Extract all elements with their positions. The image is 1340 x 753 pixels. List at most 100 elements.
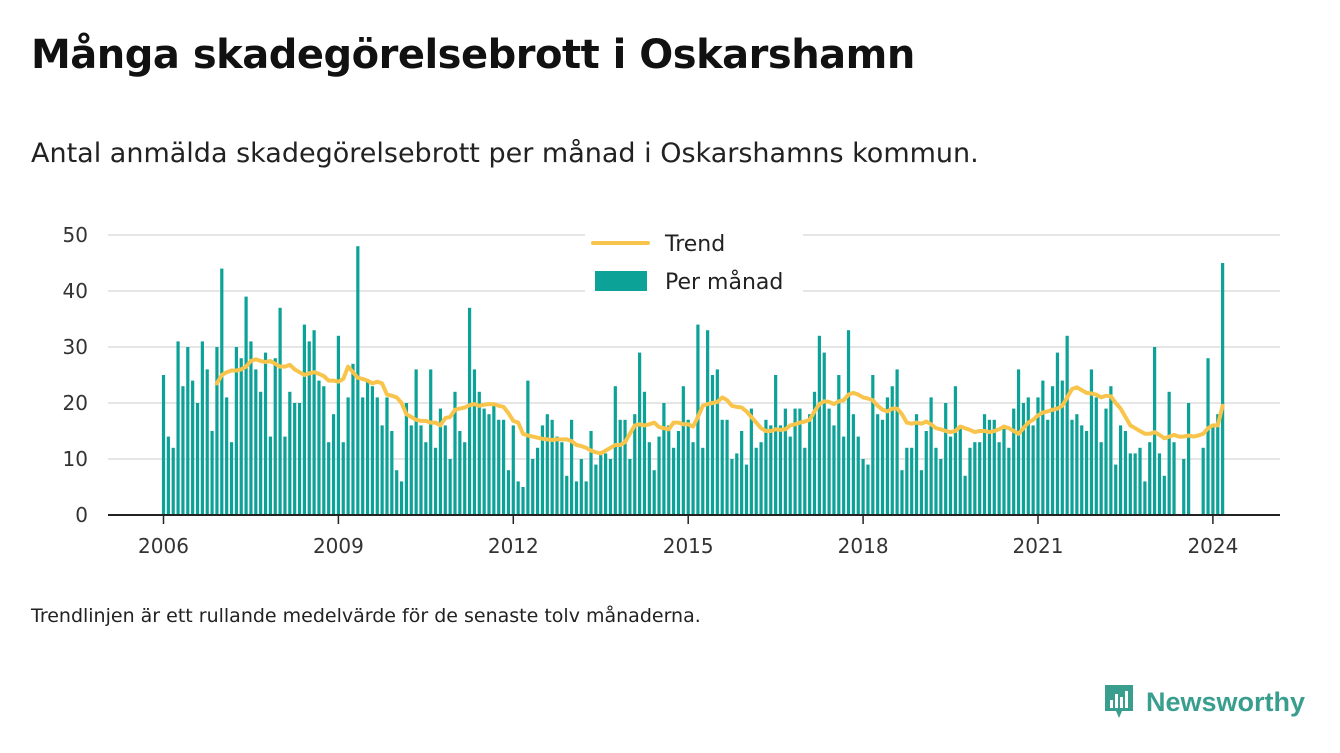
bar: [851, 414, 855, 515]
bar: [1133, 453, 1137, 515]
bar: [730, 459, 734, 515]
bar: [657, 436, 661, 515]
bar: [812, 391, 817, 515]
bar: [968, 447, 972, 515]
bar: [837, 375, 841, 515]
bar: [866, 464, 870, 515]
bar: [599, 453, 603, 515]
bar: [740, 431, 744, 515]
bar: [293, 403, 297, 515]
bar: [390, 431, 394, 515]
bar: [477, 391, 481, 515]
bar: [501, 419, 506, 515]
bar: [244, 296, 248, 515]
bar: [880, 419, 885, 515]
bar: [832, 425, 836, 515]
bar: [186, 347, 190, 515]
bar: [997, 442, 1001, 515]
bar: [910, 447, 914, 515]
bar: [365, 380, 370, 515]
bar: [919, 470, 923, 515]
bar: [399, 481, 404, 515]
bar: [817, 335, 821, 515]
bar: [963, 475, 967, 515]
bar: [1026, 397, 1030, 515]
bar: [992, 419, 996, 515]
bar: [1201, 447, 1205, 515]
legend-bar-swatch: [595, 271, 647, 291]
bar: [958, 425, 962, 515]
brand-name: Newsworthy: [1146, 686, 1306, 717]
bar: [225, 397, 229, 515]
bar: [885, 397, 889, 515]
bar: [200, 341, 204, 515]
bar: [302, 324, 306, 515]
bar: [604, 453, 608, 515]
bar: [249, 341, 253, 515]
bar: [1084, 431, 1089, 515]
bar: [414, 369, 418, 515]
chart-title: Många skadegörelsebrott i Oskarshamn: [31, 32, 915, 78]
bar: [1157, 453, 1162, 515]
bar: [1016, 369, 1021, 515]
bar: [443, 425, 447, 515]
bar: [565, 475, 569, 515]
bar: [856, 436, 860, 515]
bar: [667, 425, 671, 515]
bar: [759, 442, 763, 515]
bar: [842, 436, 846, 515]
trend-line: [214, 357, 1225, 456]
bar: [395, 470, 399, 515]
bar: [982, 414, 987, 515]
bar: [846, 330, 851, 515]
bar: [681, 386, 685, 515]
bar: [467, 307, 472, 515]
y-tick-label: 30: [63, 335, 88, 359]
bar: [1046, 419, 1050, 515]
bar: [297, 403, 302, 515]
bar: [798, 408, 802, 515]
bar: [259, 391, 263, 515]
bar: [511, 425, 515, 515]
bar: [268, 436, 272, 515]
bar: [516, 481, 520, 515]
bar: [764, 419, 768, 515]
bar: [1055, 352, 1060, 515]
bar: [288, 391, 292, 515]
bar: [215, 347, 219, 515]
bar: [662, 403, 666, 515]
bar: [380, 425, 384, 515]
bar: [205, 369, 209, 515]
bar: [1050, 386, 1055, 515]
bar: [1118, 425, 1123, 515]
bar: [973, 442, 977, 515]
x-tick-label: 2024: [1187, 534, 1238, 558]
bar: [623, 419, 627, 515]
bar: [283, 436, 287, 515]
bar: [827, 408, 831, 515]
bar: [331, 414, 336, 515]
bar: [1123, 431, 1128, 515]
y-tick-label: 20: [63, 391, 88, 415]
bar: [336, 335, 340, 515]
bar: [429, 369, 433, 515]
x-tick-label: 2018: [838, 534, 889, 558]
bar: [195, 403, 200, 515]
bar: [939, 459, 943, 515]
bar: [672, 447, 676, 515]
bar: [929, 397, 933, 515]
bar: [497, 419, 501, 515]
newsworthy-logo-icon: [1105, 685, 1133, 718]
bar: [361, 397, 365, 515]
bar: [720, 419, 724, 515]
bar: [1031, 425, 1035, 515]
bar: [356, 246, 360, 515]
bar: [876, 414, 880, 515]
bar: [987, 419, 992, 515]
bar: [341, 442, 345, 515]
bar: [409, 425, 413, 515]
bar: [220, 268, 224, 515]
bar: [803, 447, 807, 515]
bar: [890, 386, 894, 515]
bar: [327, 442, 331, 515]
